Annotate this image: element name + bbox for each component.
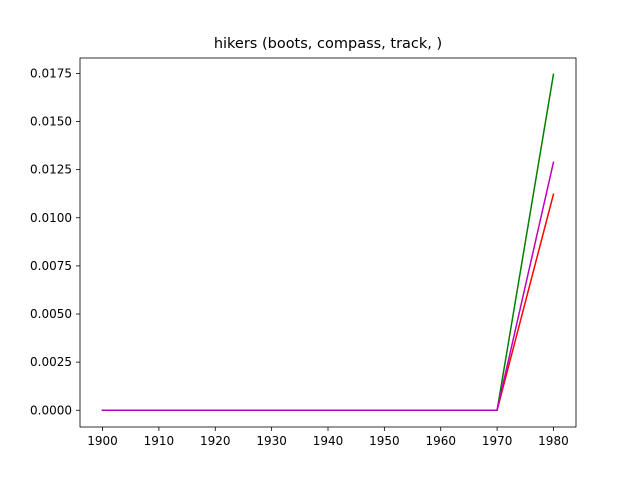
chart-title: hikers (boots, compass, track, ) (214, 36, 442, 52)
y-tick-label: 0.0150 (30, 115, 72, 129)
y-tick-label: 0.0100 (30, 211, 72, 225)
x-tick-label: 1960 (425, 434, 456, 448)
x-tick-label: 1920 (200, 434, 231, 448)
series-layer (101, 73, 555, 411)
x-tick-label: 1910 (144, 434, 175, 448)
y-tick-label: 0.0025 (30, 355, 72, 369)
y-tick-label: 0.0125 (30, 163, 72, 177)
x-tick-label: 1950 (369, 434, 400, 448)
x-tick-label: 1900 (87, 434, 118, 448)
y-tick-label: 0.0050 (30, 307, 72, 321)
x-tick-label: 1980 (538, 434, 569, 448)
y-tick-label: 0.0000 (30, 403, 72, 417)
axes-layer: 1900 1910 1920 1930 1940 1950 1960 1970 1980 0.00… (30, 57, 577, 448)
x-tick-label: 1930 (256, 434, 287, 448)
x-tick-label: 1940 (313, 434, 344, 448)
y-tick-label: 0.0075 (30, 259, 72, 273)
series-line-3 (101, 161, 555, 411)
y-tick-label: 0.0175 (30, 66, 72, 80)
x-tick-label: 1970 (482, 434, 513, 448)
